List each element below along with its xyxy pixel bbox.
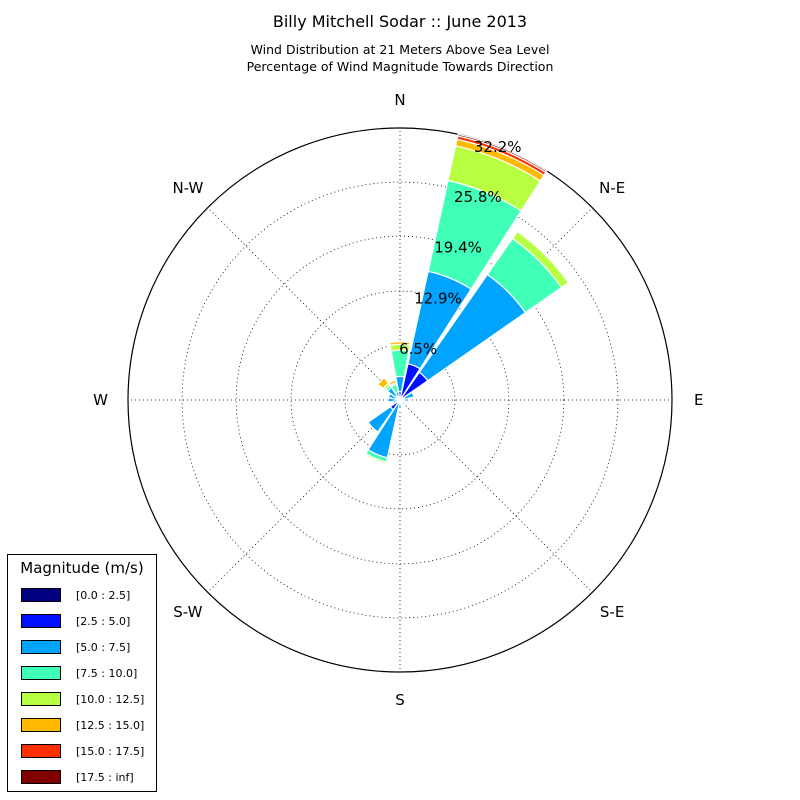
legend-swatch: [21, 614, 61, 628]
chart-title: Billy Mitchell Sodar :: June 2013: [272, 12, 528, 31]
legend-swatch: [21, 588, 61, 602]
windrose-bar-segment: [388, 379, 397, 386]
legend-label: [2.5 : 5.0]: [76, 615, 131, 628]
windrose-bar-segment: [367, 405, 395, 433]
radial-tick-label: 6.5%: [399, 340, 437, 358]
legend-swatch: [21, 666, 61, 680]
direction-label: W: [93, 391, 108, 409]
radial-gridline: [235, 235, 565, 565]
legend-title: Magnitude (m/s): [20, 559, 144, 577]
legend-label: [7.5 : 10.0]: [76, 667, 138, 680]
legend: Magnitude (m/s) [0.0 : 2.5] [2.5 : 5.0] [5…: [7, 554, 157, 792]
angular-gridline: [207, 399, 401, 593]
windrose-bar-segment: [367, 401, 401, 459]
radial-gridline: [344, 344, 456, 456]
windrose-bars: [364, 133, 570, 465]
angular-gridline: [399, 399, 593, 593]
direction-label: N: [394, 91, 405, 109]
legend-swatch: [21, 744, 61, 758]
windrose-bar-segment: [403, 397, 410, 403]
legend-swatch: [21, 770, 61, 784]
chart-subtitle-line-2: Percentage of Wind Magnitude Towards Dir…: [246, 59, 554, 74]
direction-label: S-E: [600, 603, 624, 621]
legend-label: [15.0 : 17.5]: [76, 745, 145, 758]
legend-swatch: [21, 692, 61, 706]
windrose-bar-segment: [457, 133, 548, 174]
legend-swatch: [21, 718, 61, 732]
windrose-bar-segment: [411, 390, 416, 398]
legend-label: [10.0 : 12.5]: [76, 693, 145, 706]
radial-tick-label: 19.4%: [434, 239, 482, 257]
radial-tick-label: 32.2%: [474, 138, 522, 156]
legend-swatch: [21, 640, 61, 654]
direction-label: S-W: [173, 603, 202, 621]
chart-subtitle-line-1: Wind Distribution at 21 Meters Above Sea…: [250, 42, 550, 57]
windrose-bar-segment: [511, 230, 570, 289]
direction-label: N-W: [172, 179, 203, 197]
legend-label: [0.0 : 2.5]: [76, 589, 131, 602]
radial-tick-label: 12.9%: [414, 290, 462, 308]
windrose-bar-segment: [364, 452, 388, 465]
windrose-bar-segment: [376, 376, 390, 390]
legend-label: [5.0 : 7.5]: [76, 641, 131, 654]
radial-gridline: [181, 181, 619, 619]
polar-labels: 6.5% 12.9% 19.4% 25.8% 32.2% N N-E E S-E S S-W W N-W: [93, 91, 703, 709]
direction-label: S: [395, 691, 405, 709]
legend-label: [17.5 : inf]: [76, 771, 134, 784]
direction-label: N-E: [599, 179, 625, 197]
windrose-bar-segment: [400, 400, 406, 406]
direction-label: E: [694, 391, 703, 409]
windrose-bar-segment: [389, 341, 411, 346]
polar-outer-circle: [127, 127, 673, 673]
radial-tick-label: 25.8%: [454, 188, 502, 206]
legend-label: [12.5 : 15.0]: [76, 719, 145, 732]
angular-gridline: [207, 207, 401, 401]
polar-grid: [127, 127, 673, 673]
